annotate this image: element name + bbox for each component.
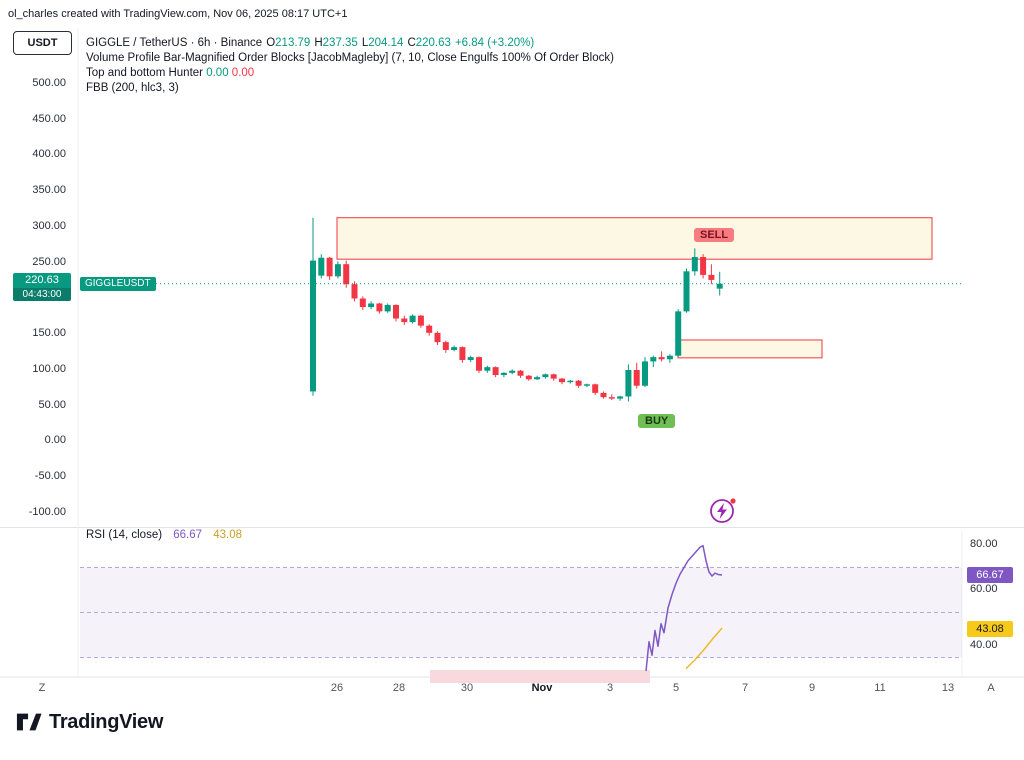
time-tick-label: Nov: [531, 682, 553, 694]
rsi-value-badge: 43.08: [967, 621, 1013, 637]
change-value: +6.84 (+3.20%): [454, 37, 535, 49]
rsi-value: 66.67: [173, 529, 203, 541]
current-price-value: 220.63: [13, 273, 71, 288]
bar-countdown: 04:43:00: [13, 288, 71, 301]
price-tick-label: 450.00: [32, 113, 66, 125]
time-tick-label: 5: [672, 682, 680, 694]
price-tick-label: 50.00: [38, 399, 66, 411]
rsi-ma-value: 43.08: [213, 529, 243, 541]
ohlc-c-value: 220.63: [415, 37, 451, 49]
brand-name: TradingView: [49, 710, 164, 733]
lightning-icon: [710, 498, 736, 523]
price-tick-label: -100.00: [28, 506, 66, 518]
time-tick-label: Z: [38, 682, 46, 694]
ohlc-h-label: H: [314, 37, 323, 49]
price-tick-label: 250.00: [32, 256, 66, 268]
time-tick-label: 9: [808, 682, 816, 694]
tradingview-logo-icon: [16, 713, 42, 731]
indicator-value-red: 0.00: [231, 67, 255, 79]
rsi-value-badge: 66.67: [967, 567, 1013, 583]
rsi-legend-row[interactable]: RSI (14, close) 66.67 43.08: [86, 529, 242, 541]
time-tick-label: 28: [392, 682, 406, 694]
indicator-row-top-bottom-hunter[interactable]: Top and bottom Hunter 0.00 0.00: [86, 66, 614, 81]
rsi-tick-label: 80.00: [970, 538, 998, 550]
time-tick-label: A: [987, 682, 995, 694]
ohlc-h-value: 237.35: [322, 37, 358, 49]
ohlc-o-value: 213.79: [275, 37, 311, 49]
chart-legend: GIGGLE / TetherUS · 6h · Binance O213.79 H…: [86, 36, 614, 96]
price-tick-label: 350.00: [32, 184, 66, 196]
buy-signal-badge: BUY: [638, 414, 676, 428]
currency-toggle-button[interactable]: USDT: [13, 31, 72, 55]
indicator-row-fbb[interactable]: FBB (200, hlc3, 3): [86, 82, 179, 94]
symbol-title: GIGGLE / TetherUS · 6h · Binance: [86, 37, 263, 49]
rsi-indicator-name: RSI (14, close): [86, 529, 163, 541]
time-tick-label: 26: [330, 682, 344, 694]
indicator-value-green: 0.00: [206, 67, 229, 79]
rsi-tick-label: 40.00: [970, 639, 998, 651]
lightning-reaction-button[interactable]: [706, 494, 740, 526]
footer-brand[interactable]: TradingView: [16, 710, 163, 734]
indicator-name: Top and bottom Hunter: [86, 67, 203, 79]
ohlc-o-label: O: [266, 37, 276, 49]
ohlc-l-value: 204.14: [368, 37, 404, 49]
indicator-row-volume-profile[interactable]: Volume Profile Bar-Magnified Order Block…: [86, 52, 614, 64]
rsi-right-axis[interactable]: [962, 530, 1024, 677]
ohlc-c-label: C: [407, 37, 416, 49]
price-tick-label: 100.00: [32, 363, 66, 375]
symbol-ohlc-row[interactable]: GIGGLE / TetherUS · 6h · Binance O213.79 H…: [86, 36, 614, 51]
price-tick-label: 0.00: [44, 434, 66, 446]
current-price-label: 220.63 04:43:00: [13, 273, 71, 301]
time-tick-label: 30: [460, 682, 474, 694]
price-tick-label: 400.00: [32, 148, 66, 160]
time-tick-label: 7: [741, 682, 749, 694]
rsi-tick-label: 60.00: [970, 583, 998, 595]
price-tick-label: 150.00: [32, 327, 66, 339]
price-tick-label: 500.00: [32, 77, 66, 89]
watermark-text: ol_charles created with TradingView.com,…: [8, 8, 348, 20]
symbol-price-line-badge: GIGGLEUSDT: [80, 277, 156, 291]
price-tick-label: -50.00: [34, 470, 66, 482]
sell-signal-badge: SELL: [694, 228, 735, 242]
time-tick-label: 11: [874, 682, 886, 694]
time-tick-label: 13: [941, 682, 955, 694]
price-tick-label: 300.00: [32, 220, 66, 232]
time-tick-label: 3: [606, 682, 614, 694]
ohlc-l-label: L: [361, 37, 369, 49]
